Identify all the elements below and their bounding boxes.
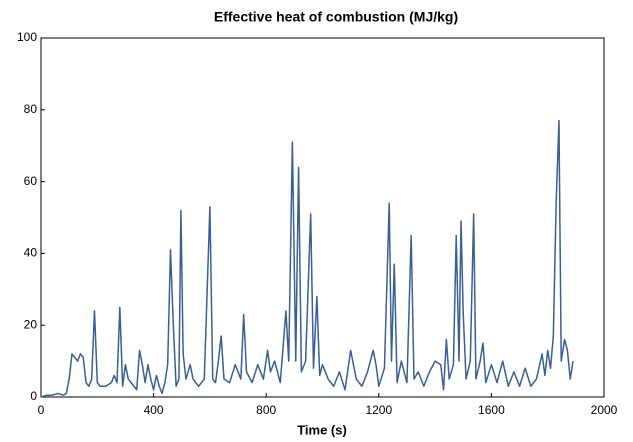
y-tick-label: 0 — [30, 389, 37, 403]
x-axis-label: Time (s) — [297, 422, 347, 437]
x-tick-label: 2000 — [591, 403, 618, 417]
y-tick-label: 80 — [24, 102, 38, 116]
plot-frame — [40, 37, 605, 398]
x-tick-label: 400 — [144, 403, 164, 417]
y-tick-label: 60 — [24, 174, 38, 188]
x-tick-label: 1200 — [365, 403, 392, 417]
y-tick-label: 100 — [17, 30, 37, 44]
x-tick-label: 1600 — [478, 403, 505, 417]
data-line — [40, 119, 574, 398]
y-tick-label: 40 — [24, 246, 38, 260]
chart-title: Effective heat of combustion (MJ/kg) — [214, 9, 458, 25]
x-tick-label: 800 — [256, 403, 276, 417]
y-tick-label: 20 — [24, 317, 38, 331]
x-tick-label: 0 — [38, 403, 45, 417]
